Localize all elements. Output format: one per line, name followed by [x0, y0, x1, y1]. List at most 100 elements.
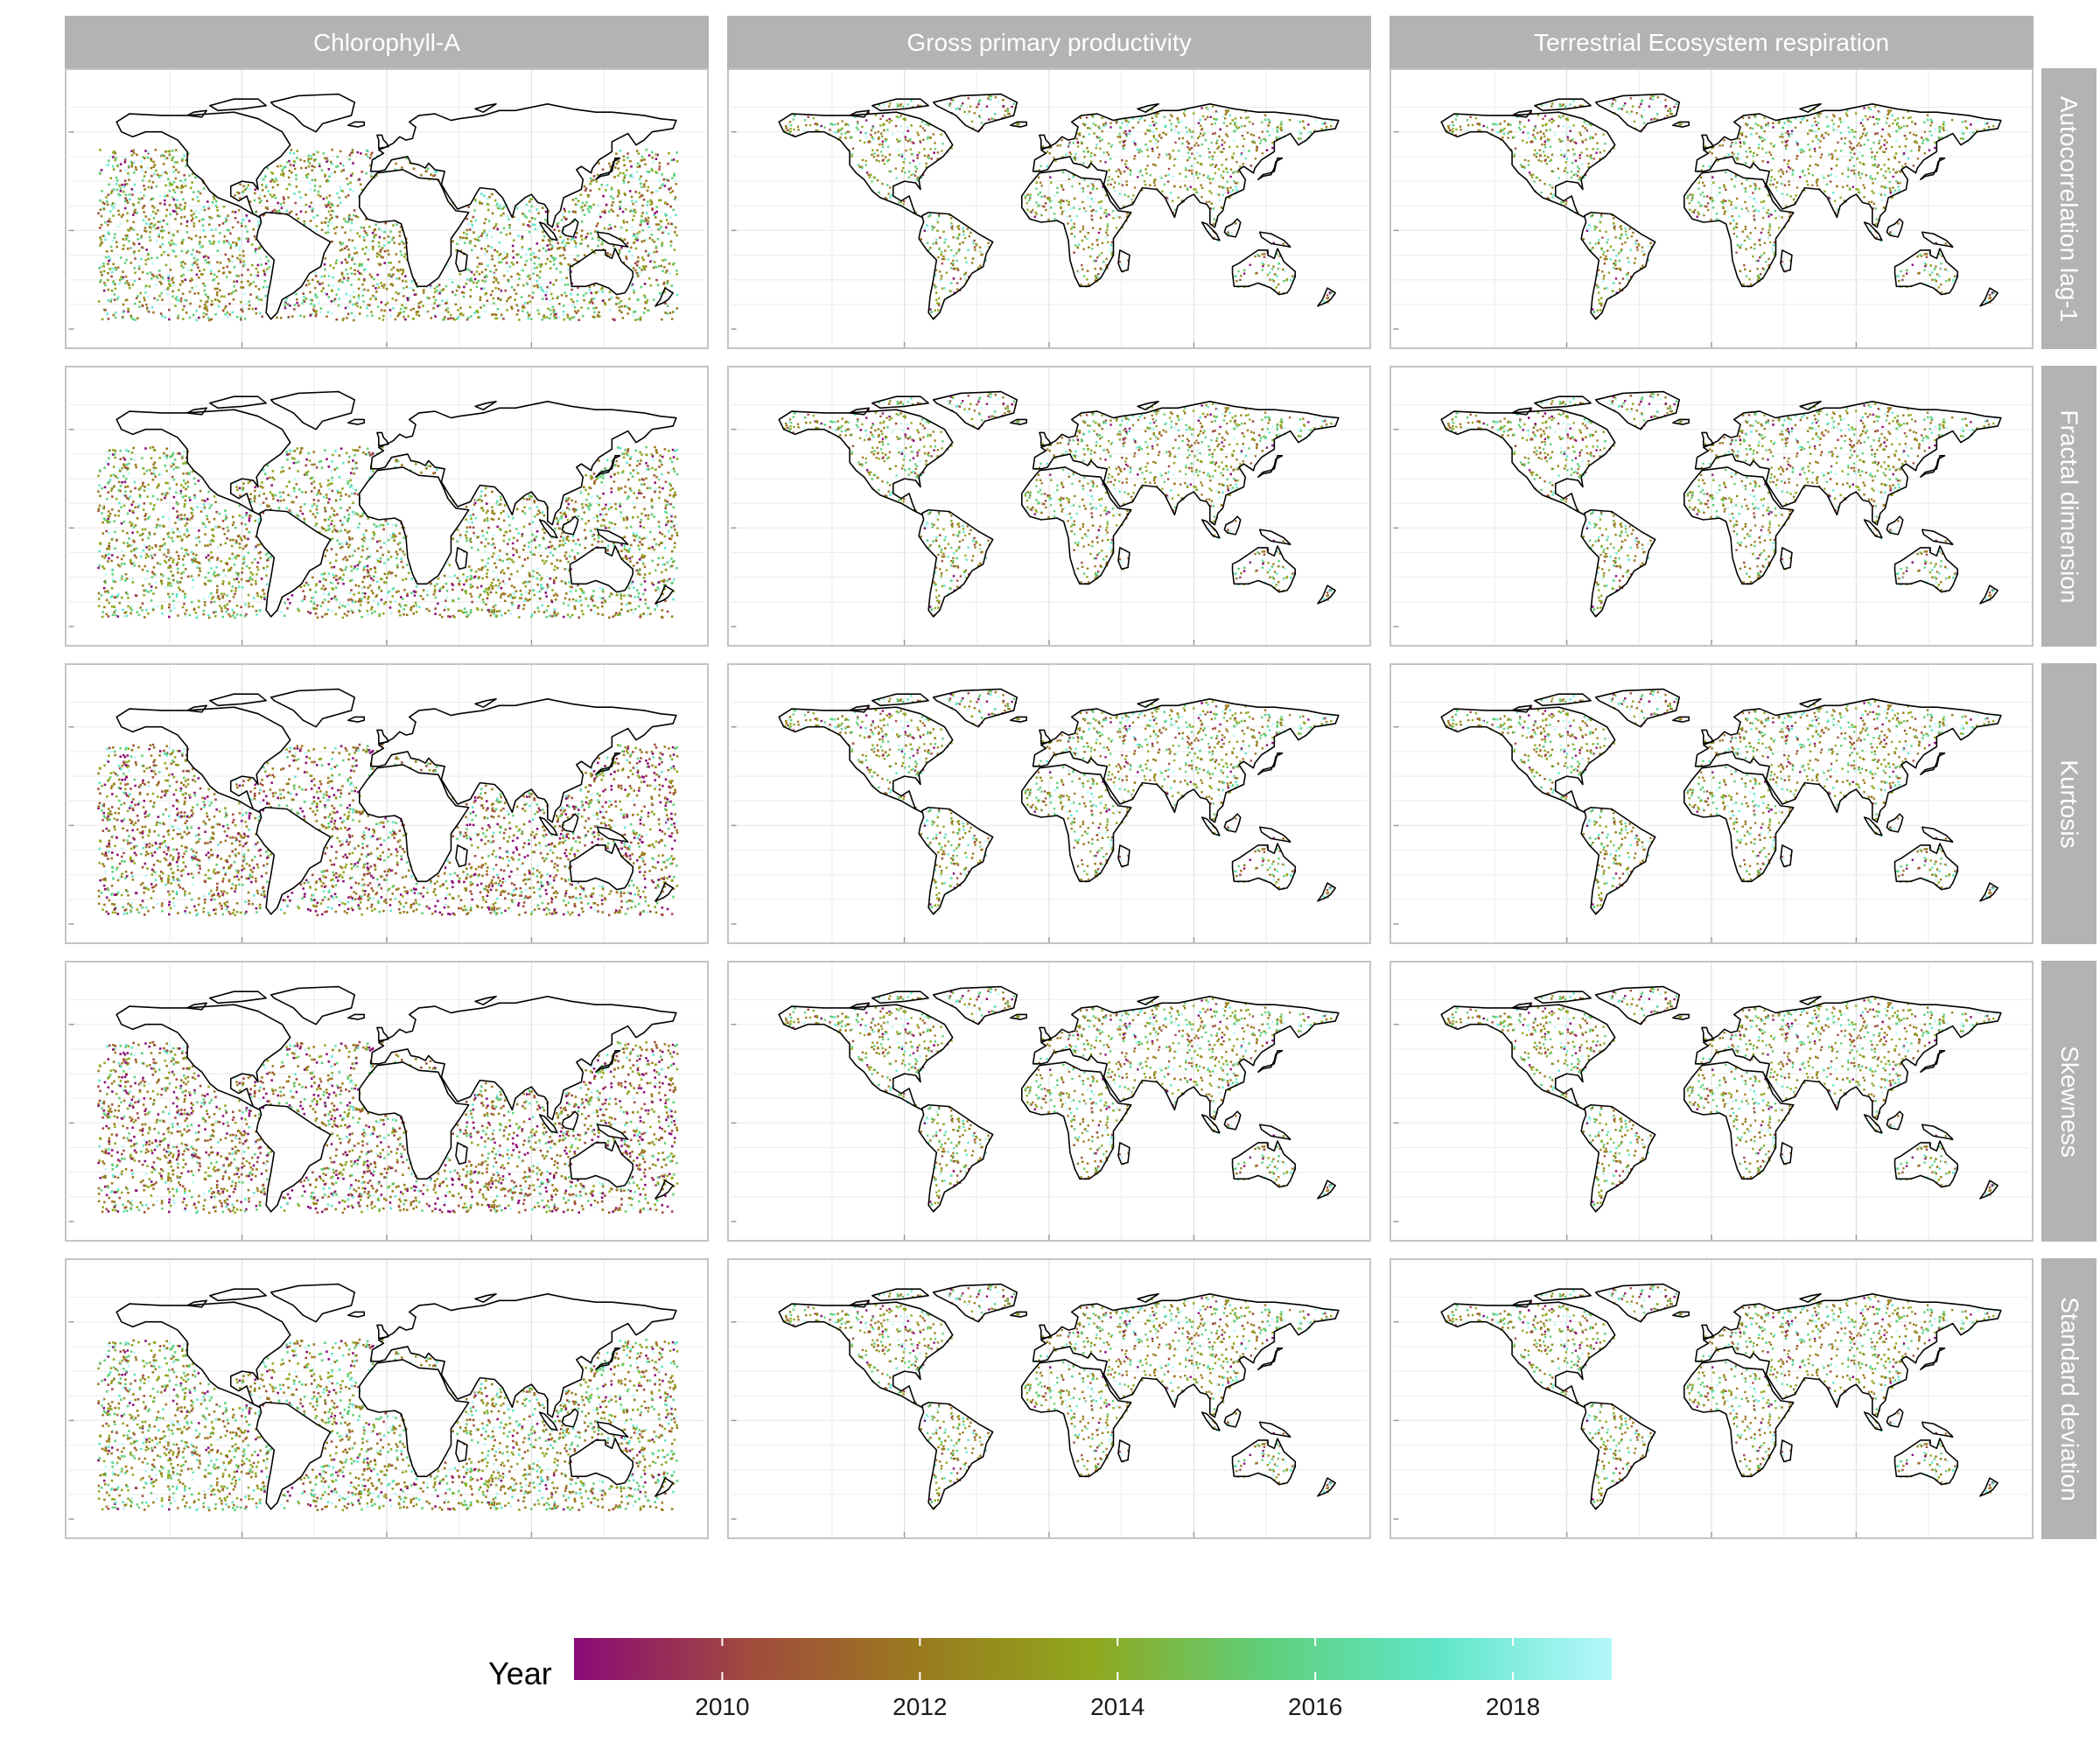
world-map — [1393, 1260, 2030, 1537]
axis-ticks — [1393, 131, 1858, 347]
signal-points — [783, 690, 1334, 914]
row-strip-skewness: Skewness — [2041, 961, 2096, 1242]
map-panel — [65, 366, 709, 647]
colorbar-tick-label: 2010 — [695, 1693, 749, 1721]
map-panel — [727, 366, 1371, 647]
coastlines — [778, 93, 1340, 320]
legend-title: Year — [488, 1656, 552, 1692]
coastlines — [1440, 1283, 2002, 1510]
coastlines — [1440, 390, 2002, 618]
signal-points — [97, 148, 679, 322]
world-map — [68, 368, 705, 645]
coastlines — [116, 390, 677, 618]
world-map — [1393, 962, 2030, 1240]
colorbar-ticks — [721, 1638, 1515, 1680]
map-panel — [1390, 663, 2034, 944]
row-label: Autocorrelation lag-1 — [2055, 95, 2083, 321]
row-strip-kurtosis: Kurtosis — [2041, 663, 2096, 944]
map-panel — [1390, 366, 2034, 647]
colorbar-tick-label: 2016 — [1288, 1693, 1342, 1721]
column-strip-ter: Terrestrial Ecosystem respiration — [1390, 16, 2034, 70]
colorbar-gradient — [574, 1638, 1612, 1680]
coastlines — [1440, 93, 2002, 320]
map-gridlines — [1393, 1260, 2030, 1537]
map-panel — [727, 1258, 1371, 1539]
row-strip-fractal-dimension: Fractal dimension — [2041, 366, 2096, 647]
axis-ticks — [731, 1321, 1195, 1537]
signal-points — [97, 1338, 679, 1512]
map-panel — [727, 961, 1371, 1242]
axis-ticks — [1393, 429, 1858, 645]
coastlines — [116, 688, 677, 915]
world-map — [1393, 368, 2030, 645]
signal-points — [783, 1284, 1334, 1509]
axis-ticks — [731, 131, 1195, 347]
axis-ticks — [1393, 726, 1858, 942]
colorbar-tick-label: 2018 — [1486, 1693, 1540, 1721]
world-map — [1393, 70, 2030, 347]
axis-ticks — [1393, 1321, 1858, 1537]
axis-ticks — [731, 726, 1195, 942]
world-map — [68, 1260, 705, 1537]
map-panel — [727, 68, 1371, 349]
map-gridlines — [731, 1260, 1368, 1537]
map-gridlines — [731, 368, 1368, 645]
axis-ticks — [68, 131, 533, 347]
column-strip-gpp: Gross primary productivity — [727, 16, 1371, 70]
coastlines — [1440, 985, 2002, 1213]
axis-ticks — [731, 429, 1195, 645]
signal-points — [97, 445, 679, 620]
signal-points — [1446, 987, 1997, 1212]
world-map — [731, 368, 1368, 645]
axis-ticks — [68, 726, 533, 942]
axis-ticks — [1393, 1024, 1858, 1240]
map-gridlines — [731, 70, 1368, 347]
world-map — [68, 665, 705, 942]
row-label: Skewness — [2055, 1046, 2083, 1158]
row-label: Standard deviation — [2055, 1297, 2083, 1502]
column-strip-chlorophyll: Chlorophyll-A — [65, 16, 709, 70]
column-label: Terrestrial Ecosystem respiration — [1534, 29, 1889, 57]
map-panel — [727, 663, 1371, 944]
row-label: Fractal dimension — [2055, 410, 2083, 603]
map-panel — [65, 663, 709, 944]
map-panel — [1390, 68, 2034, 349]
signal-points — [97, 743, 679, 917]
row-strip-standard-deviation: Standard deviation — [2041, 1258, 2096, 1539]
column-label: Gross primary productivity — [906, 29, 1191, 57]
colorbar-tick-label: 2012 — [892, 1693, 947, 1721]
axis-ticks — [68, 1024, 533, 1240]
signal-points — [97, 1040, 679, 1214]
signal-points — [1446, 1284, 1997, 1509]
row-strip-autocorrelation: Autocorrelation lag-1 — [2041, 68, 2096, 349]
row-label: Kurtosis — [2055, 760, 2083, 848]
map-gridlines — [1393, 962, 2030, 1240]
map-gridlines — [1393, 665, 2030, 942]
world-map — [68, 70, 705, 347]
world-map — [68, 962, 705, 1240]
axis-ticks — [68, 429, 533, 645]
coastlines — [778, 1283, 1340, 1510]
year-colorbar — [574, 1638, 1612, 1680]
coastlines — [116, 1283, 677, 1510]
map-gridlines — [731, 962, 1368, 1240]
map-panel — [65, 68, 709, 349]
coastlines — [1440, 688, 2002, 915]
world-map — [731, 665, 1368, 942]
coastlines — [778, 985, 1340, 1213]
world-map — [731, 70, 1368, 347]
coastlines — [778, 390, 1340, 618]
world-map — [731, 1260, 1368, 1537]
coastlines — [116, 985, 677, 1213]
axis-ticks — [731, 1024, 1195, 1240]
coastlines — [778, 688, 1340, 915]
colorbar-tick-label: 2014 — [1090, 1693, 1144, 1721]
map-panel — [65, 961, 709, 1242]
map-gridlines — [1393, 70, 2030, 347]
column-label: Chlorophyll-A — [313, 29, 460, 57]
signal-points — [783, 392, 1334, 617]
map-panel — [1390, 961, 2034, 1242]
map-panel — [65, 1258, 709, 1539]
axis-ticks — [68, 1321, 533, 1537]
